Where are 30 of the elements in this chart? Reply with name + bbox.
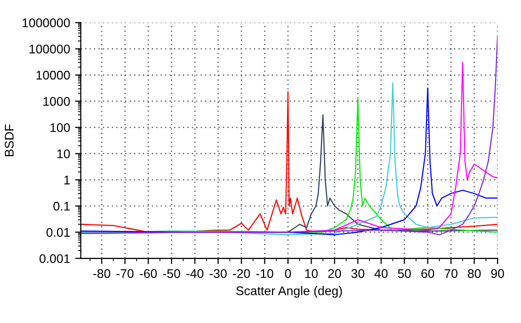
x-tick-label: 20 bbox=[328, 269, 342, 278]
x-tick-label: -10 bbox=[256, 269, 274, 278]
x-tick-label: 0 bbox=[285, 269, 291, 278]
y-tick-label: 1 bbox=[64, 176, 70, 184]
y-tick-label: 0.001 bbox=[40, 254, 70, 264]
x-tick-label: -60 bbox=[140, 269, 157, 278]
x-tick-label: -30 bbox=[210, 269, 227, 278]
x-tick-label: -40 bbox=[186, 269, 204, 278]
y-tick-label: 0.01 bbox=[46, 228, 70, 237]
y-tick-label: 100000 bbox=[30, 44, 70, 54]
x-tick-label: 40 bbox=[374, 269, 388, 278]
x-tick-label: 60 bbox=[421, 269, 434, 278]
y-tick-label: 0.1 bbox=[53, 202, 70, 211]
x-tick-label: -50 bbox=[163, 269, 180, 278]
x-axis-title: Scatter Angle (deg) bbox=[236, 286, 342, 298]
y-tick-label: 10000 bbox=[36, 70, 70, 80]
y-axis-title: BSDF bbox=[4, 124, 14, 156]
y-tick-label: 10 bbox=[57, 149, 70, 158]
x-tick-label: 50 bbox=[398, 269, 411, 278]
y-tick-label: 1000 bbox=[43, 97, 70, 106]
x-tick-label: -20 bbox=[232, 269, 250, 278]
x-tick-label: -70 bbox=[116, 269, 134, 278]
x-tick-label: 70 bbox=[444, 269, 458, 278]
y-tick-label: 1000000 bbox=[22, 18, 70, 28]
x-tick-label: 90 bbox=[491, 269, 504, 278]
y-tick-label: 100 bbox=[50, 123, 70, 132]
x-tick-label: 30 bbox=[351, 269, 364, 278]
x-tick-label: 10 bbox=[305, 269, 318, 278]
x-tick-label: 80 bbox=[468, 269, 481, 278]
x-tick-label: -80 bbox=[93, 269, 110, 278]
